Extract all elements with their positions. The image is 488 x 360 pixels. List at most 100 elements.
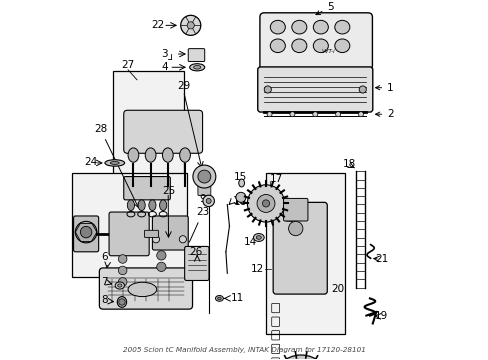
Ellipse shape — [179, 148, 190, 162]
FancyBboxPatch shape — [260, 13, 372, 70]
Text: 22: 22 — [151, 20, 164, 30]
Circle shape — [156, 262, 166, 271]
Ellipse shape — [217, 297, 221, 300]
Text: VVT-i: VVT-i — [321, 49, 335, 54]
Text: 5: 5 — [315, 2, 333, 15]
FancyBboxPatch shape — [188, 49, 204, 62]
Circle shape — [358, 86, 366, 93]
Text: 18: 18 — [342, 159, 355, 169]
FancyBboxPatch shape — [123, 176, 170, 200]
Circle shape — [235, 192, 245, 202]
Text: 10: 10 — [233, 196, 245, 206]
Ellipse shape — [270, 20, 285, 34]
Ellipse shape — [110, 162, 119, 165]
Circle shape — [312, 112, 317, 117]
Text: 20: 20 — [330, 284, 344, 294]
Ellipse shape — [189, 64, 204, 71]
Text: 12: 12 — [250, 264, 264, 274]
Bar — [265, 173, 344, 334]
Text: 23: 23 — [189, 207, 209, 242]
Circle shape — [192, 165, 215, 188]
Ellipse shape — [127, 200, 134, 211]
Text: 9: 9 — [199, 194, 206, 204]
Ellipse shape — [291, 39, 306, 53]
Text: 8: 8 — [101, 295, 107, 305]
Ellipse shape — [128, 148, 139, 162]
Ellipse shape — [118, 284, 122, 287]
Circle shape — [181, 15, 201, 35]
Text: 21: 21 — [374, 254, 387, 264]
Text: 14: 14 — [244, 237, 257, 247]
Text: 3: 3 — [162, 49, 168, 59]
Circle shape — [75, 221, 97, 243]
Text: 2: 2 — [375, 109, 393, 119]
Text: 26: 26 — [189, 247, 203, 257]
Ellipse shape — [334, 20, 349, 34]
Ellipse shape — [148, 200, 156, 211]
Circle shape — [288, 221, 302, 236]
Text: 27: 27 — [121, 60, 134, 70]
Circle shape — [266, 112, 271, 117]
Circle shape — [247, 185, 284, 222]
Ellipse shape — [193, 66, 201, 69]
FancyBboxPatch shape — [152, 216, 188, 250]
Ellipse shape — [334, 39, 349, 53]
Circle shape — [118, 278, 127, 286]
Text: 24: 24 — [84, 157, 98, 167]
Text: 16: 16 — [233, 197, 246, 207]
Ellipse shape — [162, 148, 173, 162]
Circle shape — [187, 22, 194, 29]
Ellipse shape — [117, 297, 126, 307]
Ellipse shape — [128, 282, 156, 297]
Ellipse shape — [238, 179, 244, 187]
FancyBboxPatch shape — [123, 110, 202, 153]
Text: 13: 13 — [269, 204, 283, 214]
Text: 29: 29 — [177, 81, 190, 91]
Ellipse shape — [253, 234, 264, 242]
Circle shape — [335, 112, 340, 117]
Bar — [72, 173, 187, 277]
Circle shape — [264, 86, 271, 93]
Circle shape — [156, 251, 166, 260]
Circle shape — [118, 255, 127, 263]
Ellipse shape — [313, 20, 327, 34]
Circle shape — [206, 198, 211, 203]
Bar — [112, 71, 183, 176]
Text: 4: 4 — [162, 62, 168, 72]
Ellipse shape — [291, 20, 306, 34]
FancyBboxPatch shape — [144, 230, 158, 238]
FancyBboxPatch shape — [198, 179, 210, 195]
Ellipse shape — [270, 39, 285, 53]
Ellipse shape — [215, 296, 223, 301]
Text: 15: 15 — [234, 172, 247, 181]
Text: 11: 11 — [230, 293, 244, 303]
FancyBboxPatch shape — [184, 247, 208, 280]
Ellipse shape — [105, 160, 124, 166]
Circle shape — [198, 170, 210, 183]
FancyBboxPatch shape — [73, 216, 99, 252]
Ellipse shape — [313, 39, 327, 53]
Text: 28: 28 — [94, 124, 138, 207]
Ellipse shape — [145, 148, 156, 162]
Circle shape — [358, 112, 363, 117]
FancyBboxPatch shape — [273, 202, 326, 294]
Circle shape — [271, 355, 330, 360]
Text: 2005 Scion tC Manifold Assembly, INTAK Diagram for 17120-28101: 2005 Scion tC Manifold Assembly, INTAK D… — [123, 347, 365, 353]
Text: 7: 7 — [101, 277, 107, 287]
FancyBboxPatch shape — [109, 212, 149, 256]
Ellipse shape — [159, 200, 166, 211]
Circle shape — [289, 112, 294, 117]
Circle shape — [203, 195, 214, 207]
Ellipse shape — [138, 200, 145, 211]
Circle shape — [80, 226, 92, 238]
Text: 25: 25 — [163, 186, 176, 196]
Text: 19: 19 — [374, 311, 387, 321]
Ellipse shape — [115, 282, 124, 289]
Ellipse shape — [256, 236, 261, 239]
Text: 1: 1 — [375, 83, 393, 93]
Circle shape — [118, 266, 127, 275]
Circle shape — [119, 299, 125, 305]
FancyBboxPatch shape — [257, 67, 372, 112]
Text: 17: 17 — [269, 174, 282, 184]
Circle shape — [179, 236, 186, 243]
